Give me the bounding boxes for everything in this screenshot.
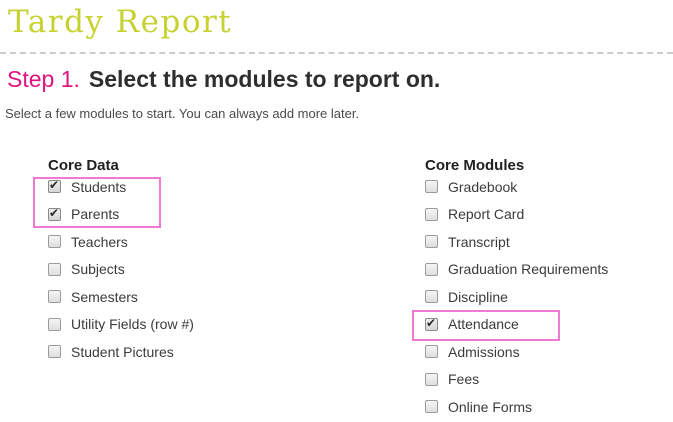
discipline-label: Discipline (448, 288, 508, 305)
checkbox-row-parents[interactable]: Parents (48, 201, 194, 229)
report-card-checkbox[interactable] (425, 207, 438, 221)
students-label: Students (71, 178, 127, 195)
transcript-label: Transcript (448, 233, 510, 250)
core-data-rows: Students Parents Teachers Subjects Semes… (48, 173, 194, 366)
graduation-requirements-checkbox[interactable] (425, 262, 438, 276)
checkbox-row-admissions[interactable]: Admissions (425, 338, 608, 366)
parents-checkbox[interactable] (48, 206, 61, 221)
graduation-requirements-label: Graduation Requirements (448, 261, 609, 278)
core-data-column: Core Data Students Parents Teachers Subj… (48, 155, 194, 366)
student-pictures-checkbox[interactable] (48, 345, 61, 359)
core-modules-rows: Gradebook Report Card Transcript Graduat… (425, 173, 608, 421)
online-forms-label: Online Forms (448, 398, 533, 415)
admissions-label: Admissions (448, 343, 520, 360)
checkbox-row-subjects[interactable]: Subjects (48, 256, 194, 284)
student-pictures-label: Student Pictures (71, 343, 174, 360)
gradebook-checkbox[interactable] (425, 180, 438, 194)
step-number-label: Step 1. (7, 66, 80, 92)
checkbox-row-teachers[interactable]: Teachers (48, 228, 194, 256)
checkbox-row-gradebook[interactable]: Gradebook (425, 173, 608, 201)
checkbox-row-graduation-requirements[interactable]: Graduation Requirements (425, 256, 608, 284)
online-forms-checkbox[interactable] (425, 400, 438, 414)
subjects-checkbox[interactable] (48, 262, 61, 276)
step-subtitle: Select a few modules to start. You can a… (5, 106, 360, 121)
checkbox-row-discipline[interactable]: Discipline (425, 283, 608, 311)
checkbox-row-students[interactable]: Students (48, 173, 194, 201)
checkbox-row-student-pictures[interactable]: Student Pictures (48, 338, 194, 366)
core-modules-column: Core Modules Gradebook Report Card Trans… (425, 155, 608, 421)
semesters-label: Semesters (71, 288, 138, 305)
checkbox-row-online-forms[interactable]: Online Forms (425, 393, 608, 421)
checkbox-row-fees[interactable]: Fees (425, 366, 608, 394)
semesters-checkbox[interactable] (48, 290, 61, 304)
dashed-divider (0, 52, 673, 54)
discipline-checkbox[interactable] (425, 290, 438, 304)
teachers-checkbox[interactable] (48, 235, 61, 249)
checkbox-row-attendance[interactable]: Attendance (425, 311, 608, 339)
checkbox-row-utility-fields[interactable]: Utility Fields (row #) (48, 311, 194, 339)
subjects-label: Subjects (71, 261, 125, 278)
parents-label: Parents (71, 206, 120, 223)
checkbox-row-transcript[interactable]: Transcript (425, 228, 608, 256)
page-title: Tardy Report (8, 4, 233, 40)
fees-label: Fees (448, 371, 480, 388)
step-heading: Step 1. Select the modules to report on. (7, 66, 440, 93)
checkbox-row-report-card[interactable]: Report Card (425, 201, 608, 229)
utility-fields-checkbox[interactable] (48, 317, 61, 331)
utility-fields-label: Utility Fields (row #) (71, 316, 194, 333)
admissions-checkbox[interactable] (425, 345, 438, 359)
teachers-label: Teachers (71, 233, 128, 250)
core-data-heading: Core Data (48, 157, 119, 174)
step-title: Select the modules to report on. (88, 66, 441, 92)
core-modules-heading: Core Modules (425, 157, 525, 174)
checkbox-row-semesters[interactable]: Semesters (48, 283, 194, 311)
transcript-checkbox[interactable] (425, 235, 438, 249)
students-checkbox[interactable] (48, 178, 61, 194)
report-card-label: Report Card (448, 206, 525, 223)
gradebook-label: Gradebook (448, 178, 518, 195)
attendance-checkbox[interactable] (425, 316, 438, 331)
attendance-label: Attendance (448, 316, 519, 333)
fees-checkbox[interactable] (425, 372, 438, 386)
